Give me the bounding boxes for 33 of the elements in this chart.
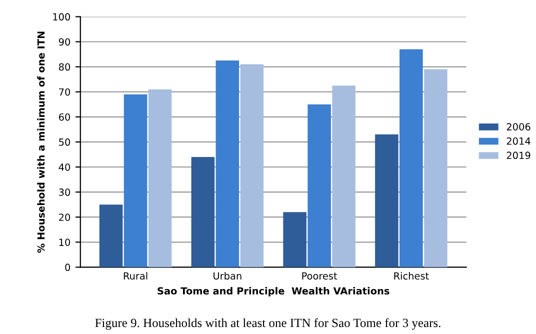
y-tick-label: 20 [59,214,70,221]
y-tick-label: 80 [58,63,70,71]
x-tick-label: Rural [124,272,148,280]
bar [332,86,356,268]
legend-label: 2014 [506,137,530,145]
y-tick-label: 30 [59,188,70,196]
y-tick-label: 90 [58,38,70,46]
bar [99,204,123,268]
y-tick-label: 50 [59,138,70,146]
bar [400,49,423,268]
bar [124,94,148,268]
y-tick-label: 40 [58,163,70,171]
x-tick-label: Urban [214,272,242,280]
bar [375,134,398,268]
y-tick-label: 10 [59,238,70,246]
bar [424,69,448,268]
y-tick-label: 100 [53,13,70,21]
bar [240,64,264,268]
bar [308,104,331,268]
y-tick-label: 70 [59,88,70,96]
bar [283,212,306,268]
x-tick-label: Richest [394,272,429,280]
bar [148,89,172,268]
x-axis-title: Sao Tome and Principle Wealth VAriations [158,287,390,296]
legend-label: 2019 [506,152,530,160]
caption: Figure 9. Households with at least one ITN for Sao Tome for 3 years. [95,318,440,330]
bar [191,156,215,268]
legend-label: 2006 [506,123,530,130]
bar [216,60,240,268]
y-tick-label: 0 [65,264,70,272]
x-tick-label: Poorest [302,272,338,280]
y-tick-label: 60 [58,113,70,121]
y-axis-title: % Household with a minimum of one ITN [37,32,45,253]
